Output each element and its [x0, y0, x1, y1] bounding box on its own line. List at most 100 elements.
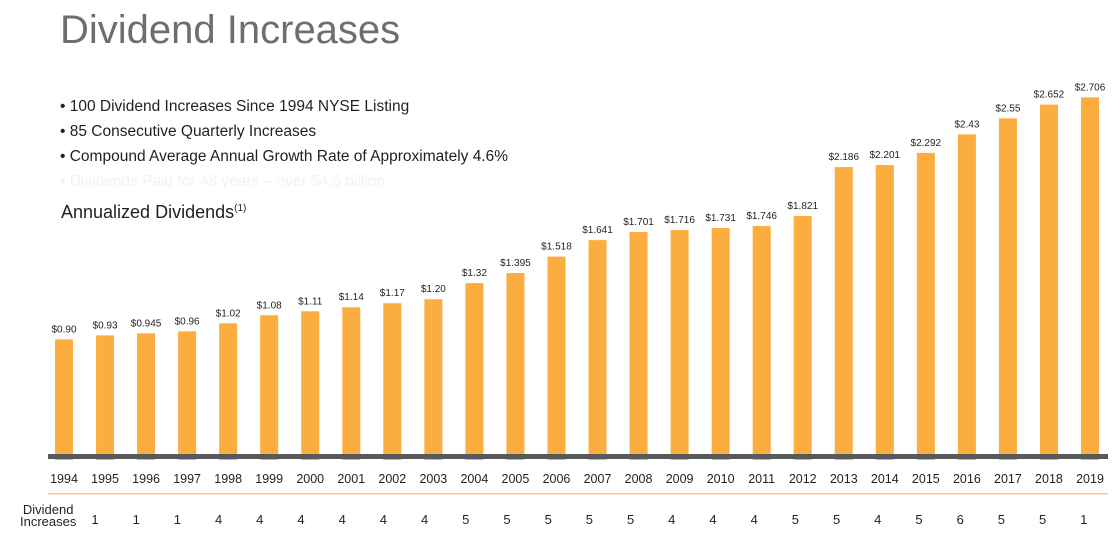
bullet: Compound Average Annual Growth Rate of A… — [60, 144, 508, 169]
data-label: $2.55 — [995, 103, 1020, 114]
bar — [957, 134, 976, 460]
x-tick-label: 2016 — [953, 472, 981, 486]
x-tick-label: 1999 — [255, 472, 283, 486]
increase-count: 1 — [1080, 512, 1087, 527]
bar — [1081, 97, 1099, 461]
bar — [383, 303, 402, 460]
bar — [588, 240, 607, 460]
x-tick-label: 2002 — [378, 472, 406, 486]
x-tick-label: 2001 — [337, 472, 365, 486]
x-tick-label: 1995 — [91, 472, 119, 486]
x-tick-label: 2008 — [625, 472, 653, 486]
increase-count: 4 — [421, 512, 428, 527]
increase-count: 4 — [339, 512, 346, 527]
x-tick-label: 1994 — [50, 472, 78, 486]
data-label: $1.518 — [541, 242, 572, 253]
x-tick-label: 2010 — [707, 472, 735, 486]
data-label: $2.706 — [1075, 82, 1106, 93]
label-line: Increases — [20, 514, 77, 529]
data-label: $2.652 — [1034, 90, 1065, 101]
data-label: $1.11 — [298, 296, 323, 307]
bar — [465, 283, 484, 460]
x-tick-label: 2007 — [584, 472, 612, 486]
x-tick-label: 2017 — [994, 472, 1022, 486]
bar — [1039, 104, 1058, 460]
subtitle-text: Annualized Dividends — [61, 202, 235, 222]
increase-count: 5 — [833, 512, 840, 527]
x-tick-label: 2005 — [502, 472, 530, 486]
data-label: $1.395 — [500, 258, 531, 269]
bar — [342, 307, 361, 460]
data-label: $1.02 — [216, 308, 241, 319]
data-label: $2.201 — [870, 150, 901, 161]
bar — [137, 333, 156, 460]
bar — [178, 331, 197, 460]
data-label: $1.32 — [462, 268, 487, 279]
x-tick-label: 2011 — [748, 472, 775, 486]
increase-count: 1 — [91, 512, 98, 527]
data-label: $0.96 — [175, 316, 200, 327]
increase-count: 4 — [256, 512, 263, 527]
increase-count: 4 — [874, 512, 881, 527]
data-label: $2.292 — [911, 138, 942, 149]
bar — [629, 232, 648, 460]
increase-count: 1 — [174, 512, 181, 527]
bar — [219, 323, 238, 460]
bar — [998, 118, 1017, 461]
x-tick-label: 2000 — [296, 472, 324, 486]
increase-count: 1 — [133, 512, 140, 527]
data-label: $1.701 — [623, 217, 654, 228]
x-tick-label: 2006 — [543, 472, 571, 486]
x-tick-label: 2015 — [912, 472, 940, 486]
data-label: $2.43 — [954, 119, 979, 130]
bar — [834, 167, 853, 461]
chart-subtitle: Annualized Dividends(1) — [61, 202, 246, 223]
increase-count: 5 — [627, 512, 634, 527]
increases-row-label: Dividend Increases — [20, 502, 77, 529]
increase-count: 5 — [792, 512, 799, 527]
data-label: $1.641 — [582, 225, 613, 236]
bullet-faded: Dividends Paid for 48 years – over $4.5 … — [60, 169, 508, 194]
data-label: $1.14 — [339, 292, 364, 303]
data-label: $2.186 — [828, 152, 859, 163]
data-label: $1.731 — [705, 213, 736, 224]
x-tick-label: 2012 — [789, 472, 817, 486]
x-axis-line — [48, 454, 1108, 459]
x-tick-label: 2013 — [830, 472, 858, 486]
page-title: Dividend Increases — [60, 8, 401, 52]
bar — [752, 226, 771, 460]
x-tick-label: 2004 — [460, 472, 488, 486]
bar — [916, 152, 935, 460]
increase-count: 4 — [215, 512, 222, 527]
x-tick-label: 1996 — [132, 472, 160, 486]
bullet-list: 100 Dividend Increases Since 1994 NYSE L… — [60, 94, 508, 194]
increase-count: 5 — [998, 512, 1005, 527]
x-tick-label: 2019 — [1076, 472, 1104, 486]
bar — [506, 273, 525, 460]
data-label: $1.08 — [257, 300, 282, 311]
increase-count: 5 — [915, 512, 922, 527]
x-tick-label: 2018 — [1035, 472, 1063, 486]
bar — [711, 228, 730, 460]
bar — [793, 215, 812, 460]
bar — [55, 339, 73, 460]
bar — [96, 335, 115, 460]
increase-count: 4 — [751, 512, 758, 527]
data-label: $0.93 — [93, 320, 118, 331]
increase-count: 4 — [297, 512, 304, 527]
increase-count: 5 — [1039, 512, 1046, 527]
increase-count: 4 — [709, 512, 716, 527]
bullet: 100 Dividend Increases Since 1994 NYSE L… — [60, 94, 508, 119]
bar — [301, 311, 320, 460]
bar — [260, 315, 279, 460]
data-label: $0.90 — [51, 324, 76, 335]
increase-count: 4 — [668, 512, 675, 527]
label-line: Dividend — [22, 502, 74, 517]
x-tick-label: 2009 — [666, 472, 694, 486]
data-label: $1.17 — [380, 288, 405, 299]
row-divider — [48, 493, 1108, 495]
increase-count: 6 — [957, 512, 964, 527]
bar — [547, 256, 566, 460]
